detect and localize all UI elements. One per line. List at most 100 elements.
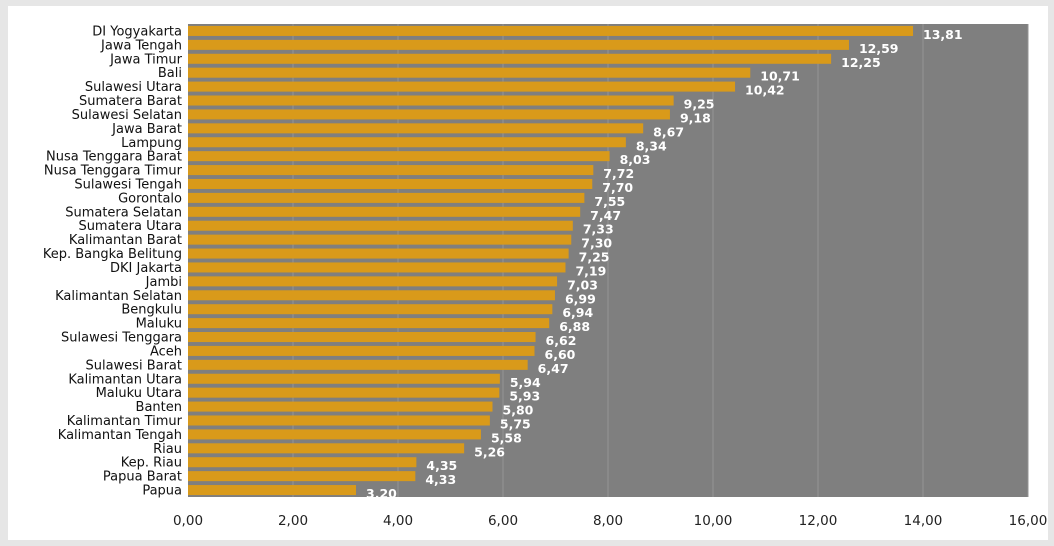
value-label: 4,33 xyxy=(425,472,456,487)
bar xyxy=(188,123,644,134)
category-label: Sumatera Utara xyxy=(78,219,182,234)
bar xyxy=(188,192,585,203)
category-label: Riau xyxy=(153,442,182,457)
value-label: 10,42 xyxy=(745,83,785,98)
category-label: Sumatera Selatan xyxy=(65,205,182,220)
value-label: 12,25 xyxy=(841,55,881,70)
bar xyxy=(188,387,500,398)
category-label: Kalimantan Tengah xyxy=(58,428,182,443)
bar xyxy=(188,276,558,287)
bar xyxy=(188,220,573,231)
value-label: 7,25 xyxy=(579,250,610,265)
category-label: Kalimantan Barat xyxy=(69,233,182,248)
x-tick-label: 8,00 xyxy=(593,513,623,529)
value-label: 7,30 xyxy=(581,236,612,251)
bar xyxy=(188,39,849,50)
category-label: Nusa Tenggara Barat xyxy=(46,150,182,165)
category-label: Sulawesi Tengah xyxy=(74,177,182,192)
bar xyxy=(188,137,626,148)
category-label: Bali xyxy=(158,66,182,81)
bar xyxy=(188,401,493,412)
x-tick-label: 16,00 xyxy=(1009,513,1048,529)
value-label: 5,93 xyxy=(509,389,540,404)
category-label: Bengkulu xyxy=(121,303,182,318)
category-label: Sulawesi Barat xyxy=(85,358,182,373)
category-label: DKI Jakarta xyxy=(110,261,182,276)
value-label: 4,35 xyxy=(426,458,457,473)
category-label: Gorontalo xyxy=(118,191,182,206)
bar xyxy=(188,262,566,273)
bar xyxy=(188,485,356,496)
category-label: Nusa Tenggara Timur xyxy=(44,164,183,179)
value-label: 5,75 xyxy=(500,416,531,431)
bar xyxy=(188,457,417,468)
value-label: 5,94 xyxy=(510,375,541,390)
bar xyxy=(188,429,481,440)
value-label: 9,18 xyxy=(680,110,711,125)
value-label: 5,80 xyxy=(503,403,534,418)
value-label: 6,47 xyxy=(538,361,569,376)
value-label: 7,33 xyxy=(583,222,614,237)
x-tick-label: 0,00 xyxy=(173,513,203,529)
value-label: 12,59 xyxy=(859,41,899,56)
bar xyxy=(188,443,465,454)
x-tick-label: 6,00 xyxy=(488,513,518,529)
value-label: 7,72 xyxy=(603,166,634,181)
category-label: Kep. Riau xyxy=(121,456,182,471)
category-label: Sulawesi Selatan xyxy=(72,108,182,123)
category-label: Banten xyxy=(136,400,182,415)
value-label: 7,70 xyxy=(602,180,633,195)
x-tick-label: 2,00 xyxy=(278,513,308,529)
value-label: 10,71 xyxy=(760,69,800,84)
bar xyxy=(188,248,569,259)
bar xyxy=(188,345,535,356)
bar xyxy=(188,178,593,189)
x-axis-ticks: 0,00 2,00 4,00 6,00 8,00 10,00 12,00 14,00 16,00 xyxy=(173,513,1047,529)
bar xyxy=(188,151,610,162)
category-label: Lampung xyxy=(121,136,182,151)
value-label: 3,20 xyxy=(366,486,397,501)
bar xyxy=(188,165,594,176)
value-label: 8,67 xyxy=(653,124,684,139)
bar xyxy=(188,109,670,120)
category-label: Sumatera Barat xyxy=(79,94,182,109)
category-label: Kalimantan Timur xyxy=(67,414,183,429)
category-label: Sulawesi Utara xyxy=(85,80,182,95)
category-label: Sulawesi Tenggara xyxy=(61,331,182,346)
bar xyxy=(188,234,572,245)
bar xyxy=(188,304,553,315)
value-label: 7,55 xyxy=(594,194,625,209)
value-label: 7,47 xyxy=(590,208,621,223)
category-label: Jawa Tengah xyxy=(100,38,182,53)
bar xyxy=(188,95,674,106)
value-label: 6,60 xyxy=(545,347,576,362)
bar xyxy=(188,290,555,301)
value-label: 7,03 xyxy=(567,277,598,292)
bar xyxy=(188,53,832,64)
chart-frame: 13,81 12,59 12,25 10,71 10,42 9,25 9,18 8,67 8,3… xyxy=(8,6,1048,540)
value-label: 6,94 xyxy=(562,305,593,320)
bar xyxy=(188,332,536,343)
category-label: Maluku Utara xyxy=(96,386,182,401)
bars xyxy=(188,25,914,496)
value-label: 8,34 xyxy=(636,138,667,153)
category-label: Maluku xyxy=(136,317,182,332)
value-label: 6,99 xyxy=(565,291,596,306)
bar xyxy=(188,373,500,384)
bar xyxy=(188,67,751,78)
category-label: Kalimantan Selatan xyxy=(55,289,182,304)
value-label: 5,58 xyxy=(491,430,522,445)
bar xyxy=(188,359,528,370)
category-label: Aceh xyxy=(150,344,182,359)
x-tick-label: 14,00 xyxy=(904,513,943,529)
value-label: 7,19 xyxy=(575,263,606,278)
bar xyxy=(188,81,736,92)
category-label: Jawa Timur xyxy=(109,52,183,67)
bar xyxy=(188,471,416,482)
category-label: Jambi xyxy=(145,275,182,290)
category-label: Kalimantan Utara xyxy=(68,372,182,387)
bar xyxy=(188,415,490,426)
category-label: Papua Barat xyxy=(103,470,182,485)
